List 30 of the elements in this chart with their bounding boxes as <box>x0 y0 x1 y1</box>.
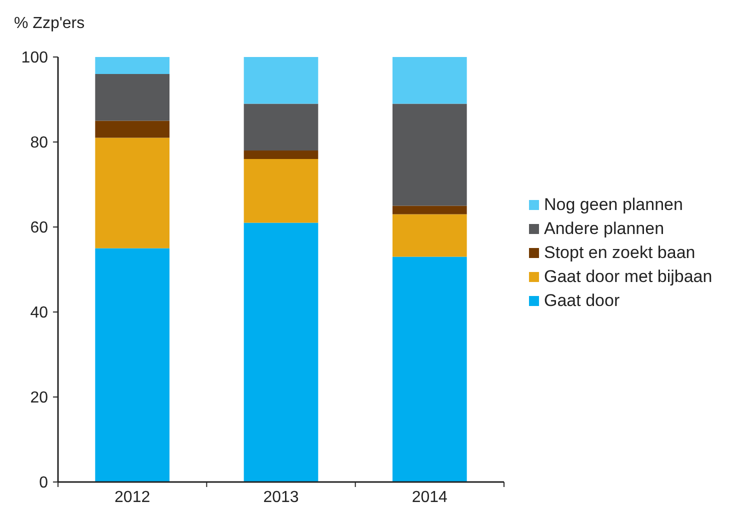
bar <box>244 150 318 159</box>
legend-label: Stopt en zoekt baan <box>544 243 696 262</box>
bar <box>244 104 318 150</box>
x-tick-label: 2014 <box>412 489 448 506</box>
bar <box>392 104 467 206</box>
bar <box>392 206 467 214</box>
y-tick-label: 100 <box>21 50 48 67</box>
legend-label: Nog geen plannen <box>544 195 683 214</box>
bar <box>95 57 170 74</box>
y-tick-label: 60 <box>30 220 48 237</box>
bar <box>244 57 318 104</box>
bar <box>392 214 467 257</box>
y-tick-label: 0 <box>39 474 48 492</box>
bar <box>95 120 170 138</box>
bar <box>244 222 318 482</box>
bar <box>392 57 467 104</box>
y-axis-title: % Zzp'ers <box>14 15 85 32</box>
bar <box>95 138 170 248</box>
legend-label: Gaat door met bijbaan <box>544 267 712 286</box>
bar <box>392 256 467 482</box>
y-tick-label: 20 <box>30 390 48 407</box>
legend-label: Gaat door <box>544 291 620 310</box>
bar <box>244 159 318 223</box>
legend-label: Andere plannen <box>544 219 664 238</box>
bar <box>95 248 170 482</box>
bar <box>95 74 170 121</box>
y-tick-label: 80 <box>30 134 48 152</box>
x-tick-label: 2012 <box>114 489 150 506</box>
y-tick-label: 40 <box>30 304 48 322</box>
x-tick-label: 2013 <box>263 489 299 506</box>
